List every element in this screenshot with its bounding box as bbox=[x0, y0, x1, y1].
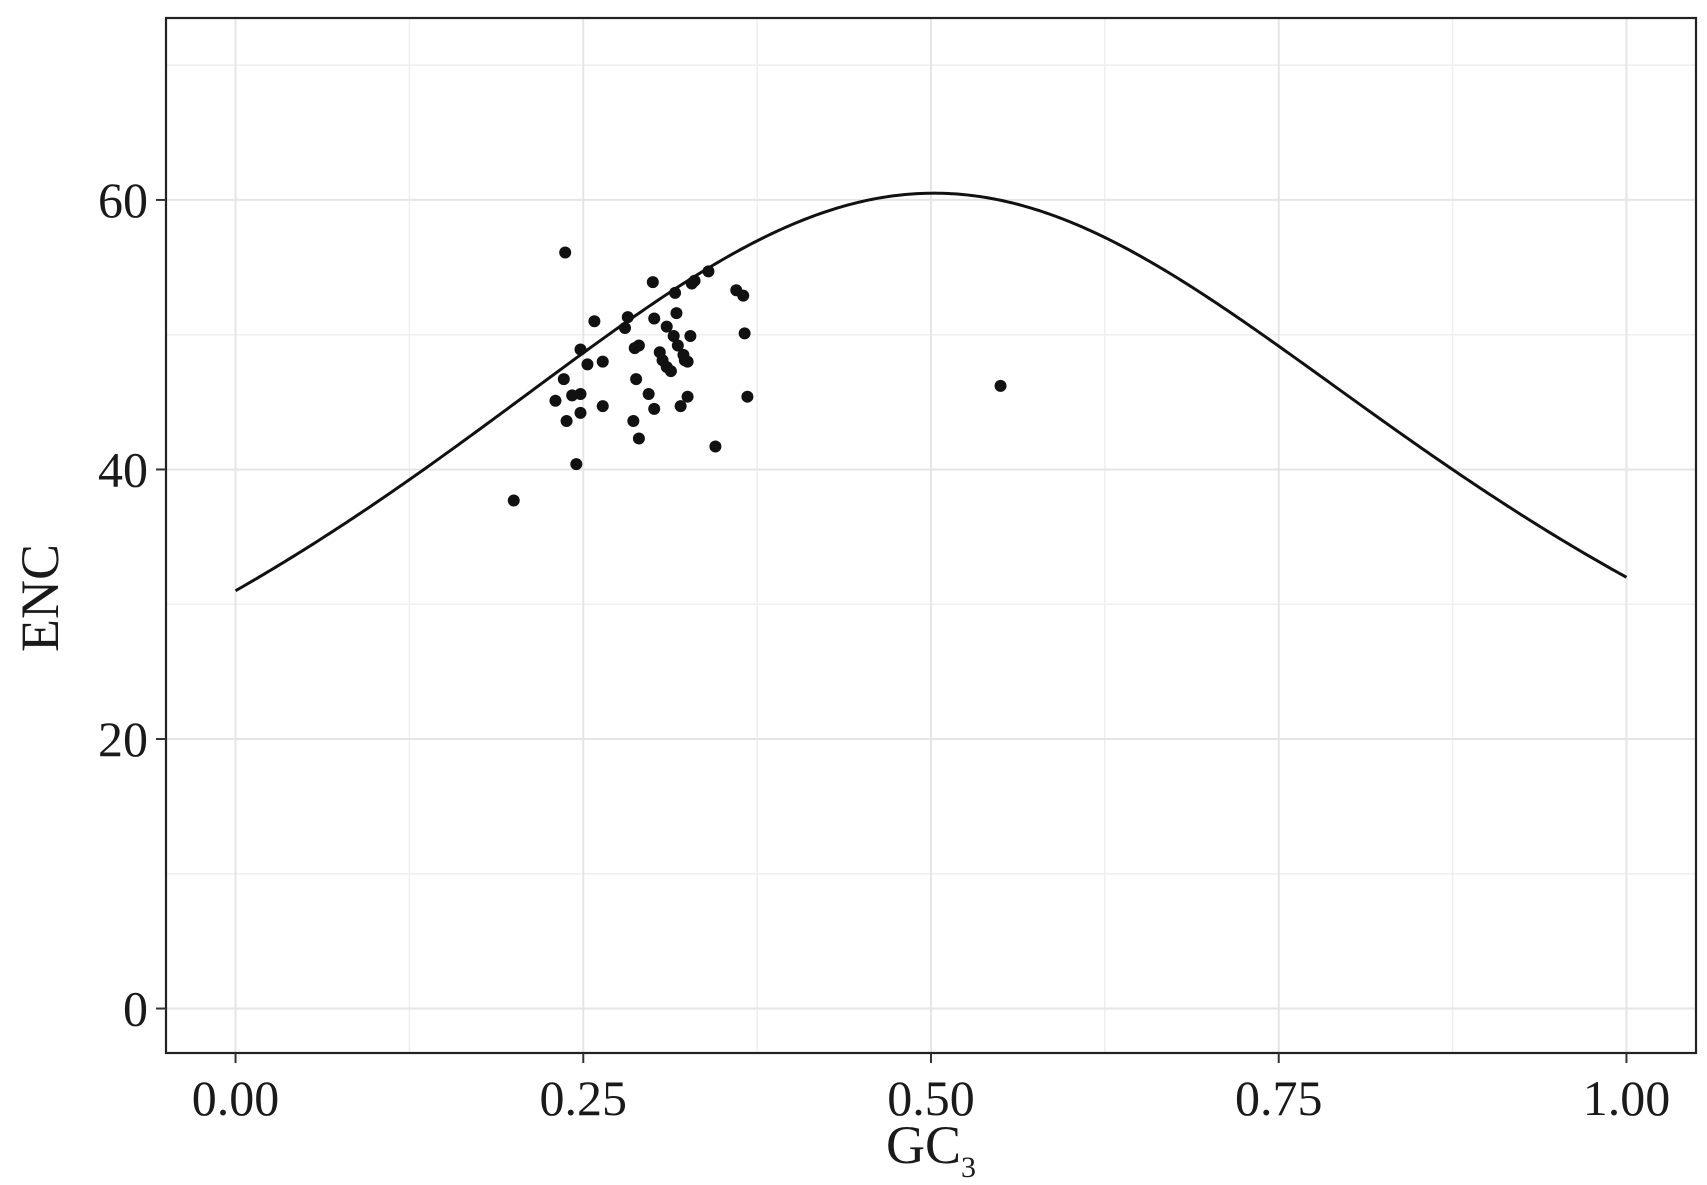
data-point bbox=[994, 379, 1007, 392]
data-point bbox=[574, 387, 587, 400]
data-point bbox=[574, 406, 587, 419]
grid bbox=[166, 18, 1696, 1053]
y-tick-label: 0 bbox=[123, 981, 148, 1037]
x-tick-label: 0.50 bbox=[887, 1070, 975, 1126]
data-point bbox=[619, 321, 631, 334]
data-point bbox=[669, 286, 682, 299]
data-point bbox=[560, 414, 573, 427]
data-point bbox=[674, 400, 687, 413]
data-point bbox=[670, 307, 683, 320]
data-point bbox=[549, 394, 562, 407]
data-point bbox=[684, 330, 697, 343]
data-point bbox=[737, 289, 750, 302]
data-point bbox=[660, 320, 673, 333]
data-point bbox=[632, 339, 645, 352]
expected-enc-curve bbox=[234, 191, 1628, 593]
data-point bbox=[596, 400, 609, 413]
data-point bbox=[702, 265, 715, 278]
data-point bbox=[621, 311, 634, 324]
data-point bbox=[581, 358, 594, 371]
data-point bbox=[627, 414, 640, 427]
data-point bbox=[632, 432, 645, 445]
data-point bbox=[642, 387, 655, 400]
data-point bbox=[664, 365, 677, 378]
data-point bbox=[671, 339, 684, 352]
y-tick-label: 40 bbox=[98, 441, 148, 497]
x-tick-label: 1.00 bbox=[1583, 1070, 1671, 1126]
data-point bbox=[681, 355, 694, 368]
y-axis-title: ENC bbox=[10, 544, 70, 652]
points-layer bbox=[507, 246, 1007, 507]
data-point bbox=[646, 276, 659, 289]
y-axis-ticks: 0 20 40 60 bbox=[98, 172, 166, 1037]
y-tick-label: 60 bbox=[98, 172, 148, 228]
data-point bbox=[557, 373, 570, 386]
data-point bbox=[681, 390, 694, 403]
data-point bbox=[630, 373, 643, 386]
expected-curve-layer bbox=[234, 191, 1628, 593]
data-point bbox=[570, 458, 583, 471]
data-point bbox=[709, 440, 722, 453]
y-tick-label: 20 bbox=[98, 711, 148, 767]
data-point bbox=[559, 246, 572, 259]
x-axis-title: GC3 bbox=[886, 1115, 976, 1184]
data-point bbox=[596, 355, 609, 368]
data-point bbox=[738, 327, 751, 340]
data-point bbox=[648, 312, 661, 325]
x-tick-label: 0.25 bbox=[540, 1070, 628, 1126]
x-axis-ticks: 0.00 0.25 0.50 0.75 1.00 bbox=[192, 1053, 1670, 1126]
x-tick-label: 0.00 bbox=[192, 1070, 280, 1126]
data-point bbox=[648, 402, 661, 415]
x-tick-label: 0.75 bbox=[1235, 1070, 1323, 1126]
data-point bbox=[507, 494, 520, 507]
data-point bbox=[667, 330, 680, 343]
data-point bbox=[574, 343, 587, 356]
data-point bbox=[588, 315, 601, 328]
data-point bbox=[688, 274, 701, 287]
data-point bbox=[741, 390, 754, 403]
